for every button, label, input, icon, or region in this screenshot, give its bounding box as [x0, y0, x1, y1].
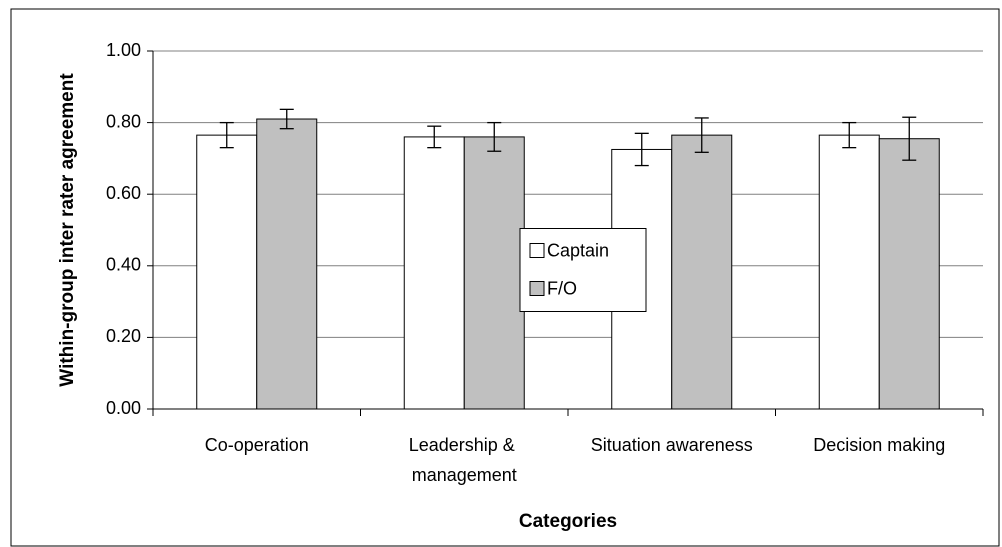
y-tick-label: 0.40 — [106, 255, 141, 275]
legend-swatch — [529, 281, 545, 296]
legend-label: F/O — [547, 278, 577, 298]
y-tick-label: 0.60 — [106, 183, 141, 203]
error-bar — [427, 125, 442, 149]
error-bar — [279, 108, 294, 130]
error-bar — [487, 121, 502, 152]
legend-box — [519, 228, 647, 312]
bar — [878, 138, 940, 410]
y-tick-label: 0.00 — [106, 398, 141, 418]
bar — [256, 118, 318, 410]
bar — [463, 136, 525, 410]
bar — [196, 134, 258, 410]
error-bar — [902, 116, 917, 161]
x-tick-label: Co-operation — [205, 435, 309, 455]
bar — [671, 134, 733, 410]
legend-label: Captain — [547, 240, 609, 260]
error-bar — [219, 121, 234, 149]
y-tick-label: 1.00 — [106, 40, 141, 60]
x-axis-title: Categories — [519, 511, 617, 532]
bar — [818, 134, 880, 410]
x-tick-label: Situation awareness — [591, 435, 753, 455]
y-tick-label: 0.80 — [106, 111, 141, 131]
x-tick-label: Leadership & management — [409, 435, 520, 485]
error-bar — [634, 132, 649, 167]
error-bar — [842, 121, 857, 149]
error-bar — [694, 117, 709, 153]
y-tick-label: 0.20 — [106, 326, 141, 346]
bar — [403, 136, 465, 410]
y-axis-title: Within-group inter rater agreement — [57, 73, 78, 387]
legend-swatch — [529, 243, 545, 258]
x-tick-label: Decision making — [813, 435, 945, 455]
